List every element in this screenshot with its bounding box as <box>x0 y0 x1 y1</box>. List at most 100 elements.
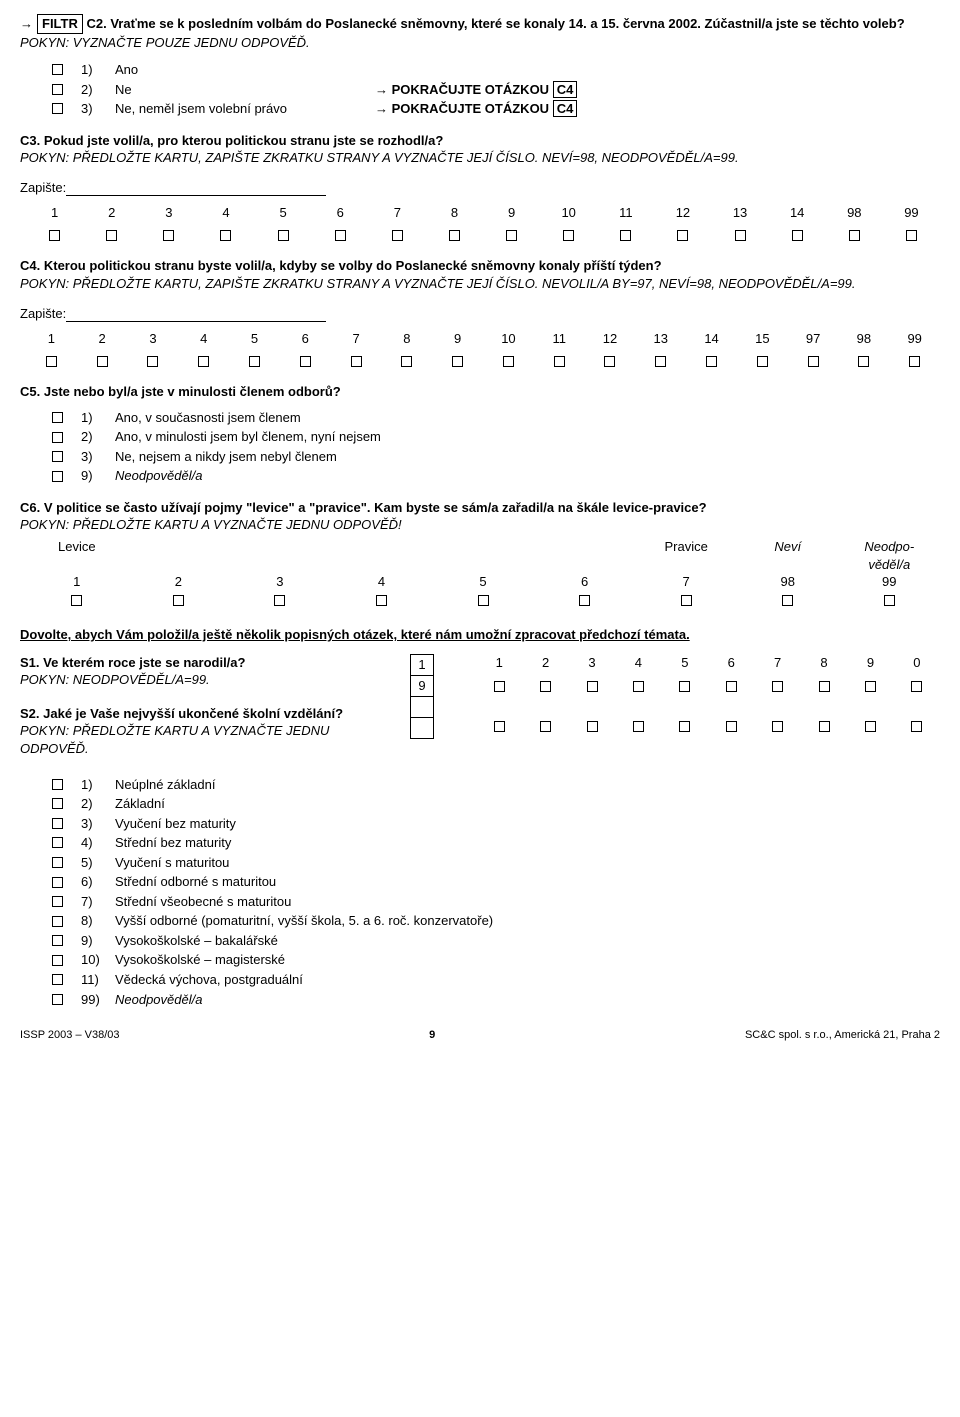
checkbox-icon[interactable] <box>819 681 830 692</box>
digit-checkbox-cell <box>894 717 940 735</box>
checkbox-icon[interactable] <box>503 356 514 367</box>
checkbox-icon[interactable] <box>52 857 63 868</box>
checkbox-icon[interactable] <box>563 230 574 241</box>
checkbox-icon[interactable] <box>52 412 63 423</box>
digit-checkbox-cell <box>522 677 568 695</box>
checkbox-icon[interactable] <box>587 681 598 692</box>
checkbox-icon[interactable] <box>300 356 311 367</box>
year-cell[interactable] <box>410 696 434 718</box>
checkbox-icon[interactable] <box>52 837 63 848</box>
opt-label: Vysokoškolské – magisterské <box>115 951 940 969</box>
checkbox-icon[interactable] <box>792 230 803 241</box>
checkbox-icon[interactable] <box>52 896 63 907</box>
checkbox-icon[interactable] <box>494 721 505 732</box>
checkbox-icon[interactable] <box>911 681 922 692</box>
checkbox-icon[interactable] <box>579 595 590 606</box>
checkbox-icon[interactable] <box>540 681 551 692</box>
checkbox-icon[interactable] <box>52 916 63 927</box>
checkbox-icon[interactable] <box>808 356 819 367</box>
checkbox-icon[interactable] <box>604 356 615 367</box>
checkbox-icon[interactable] <box>726 721 737 732</box>
checkbox-icon[interactable] <box>52 935 63 946</box>
checkbox-icon[interactable] <box>52 798 63 809</box>
checkbox-icon[interactable] <box>52 64 63 75</box>
checkbox-icon[interactable] <box>71 595 82 606</box>
year-cell[interactable]: 9 <box>410 675 434 697</box>
checkbox-icon[interactable] <box>52 103 63 114</box>
year-cell[interactable] <box>410 717 434 739</box>
scale-checkbox-cell <box>769 226 826 244</box>
checkbox-icon[interactable] <box>706 356 717 367</box>
checkbox-icon[interactable] <box>884 595 895 606</box>
checkbox-icon[interactable] <box>52 818 63 829</box>
checkbox-icon[interactable] <box>679 721 690 732</box>
checkbox-icon[interactable] <box>173 595 184 606</box>
scale-checkbox-cell <box>128 591 230 609</box>
checkbox-icon[interactable] <box>735 230 746 241</box>
c2-options: 1) Ano 2) Ne → POKRAČUJTE OTÁZKOU C4 3) … <box>20 61 940 118</box>
checkbox-icon[interactable] <box>849 230 860 241</box>
checkbox-icon[interactable] <box>677 230 688 241</box>
write-line[interactable] <box>66 195 326 196</box>
c5-options: 1)Ano, v současnosti jsem členem2)Ano, v… <box>20 409 940 485</box>
checkbox-icon[interactable] <box>147 356 158 367</box>
checkbox-icon[interactable] <box>52 955 63 966</box>
checkbox-icon[interactable] <box>772 681 783 692</box>
checkbox-icon[interactable] <box>494 681 505 692</box>
checkbox-icon[interactable] <box>106 230 117 241</box>
checkbox-icon[interactable] <box>554 356 565 367</box>
checkbox-icon[interactable] <box>782 595 793 606</box>
checkbox-icon[interactable] <box>52 877 63 888</box>
checkbox-icon[interactable] <box>52 974 63 985</box>
checkbox-icon[interactable] <box>452 356 463 367</box>
checkbox-icon[interactable] <box>220 230 231 241</box>
opt-num: 10) <box>81 951 115 969</box>
checkbox-icon[interactable] <box>906 230 917 241</box>
s2-option: 99)Neodpověděl/a <box>52 991 940 1009</box>
checkbox-icon[interactable] <box>52 432 63 443</box>
checkbox-icon[interactable] <box>633 721 644 732</box>
checkbox-icon[interactable] <box>772 721 783 732</box>
checkbox-icon[interactable] <box>506 230 517 241</box>
checkbox-icon[interactable] <box>52 779 63 790</box>
checkbox-icon[interactable] <box>540 721 551 732</box>
checkbox-icon[interactable] <box>376 595 387 606</box>
checkbox-icon[interactable] <box>726 681 737 692</box>
checkbox-icon[interactable] <box>278 230 289 241</box>
checkbox-icon[interactable] <box>351 356 362 367</box>
checkbox-icon[interactable] <box>249 356 260 367</box>
checkbox-icon[interactable] <box>163 230 174 241</box>
checkbox-icon[interactable] <box>911 721 922 732</box>
scale-number: 8 <box>426 204 483 222</box>
checkbox-icon[interactable] <box>392 230 403 241</box>
checkbox-icon[interactable] <box>819 721 830 732</box>
write-line[interactable] <box>66 321 326 322</box>
checkbox-icon[interactable] <box>909 356 920 367</box>
checkbox-icon[interactable] <box>274 595 285 606</box>
checkbox-icon[interactable] <box>52 84 63 95</box>
scale-number: 6 <box>280 330 331 348</box>
checkbox-icon[interactable] <box>52 994 63 1005</box>
checkbox-icon[interactable] <box>587 721 598 732</box>
checkbox-icon[interactable] <box>52 471 63 482</box>
checkbox-icon[interactable] <box>401 356 412 367</box>
checkbox-icon[interactable] <box>633 681 644 692</box>
checkbox-icon[interactable] <box>335 230 346 241</box>
checkbox-icon[interactable] <box>679 681 690 692</box>
checkbox-icon[interactable] <box>620 230 631 241</box>
checkbox-icon[interactable] <box>681 595 692 606</box>
checkbox-icon[interactable] <box>478 595 489 606</box>
checkbox-icon[interactable] <box>655 356 666 367</box>
checkbox-icon[interactable] <box>865 721 876 732</box>
checkbox-icon[interactable] <box>198 356 209 367</box>
opt-num: 1) <box>81 776 115 794</box>
checkbox-icon[interactable] <box>52 451 63 462</box>
checkbox-icon[interactable] <box>865 681 876 692</box>
checkbox-icon[interactable] <box>49 230 60 241</box>
checkbox-icon[interactable] <box>449 230 460 241</box>
year-cell[interactable]: 1 <box>410 654 434 676</box>
checkbox-icon[interactable] <box>858 356 869 367</box>
checkbox-icon[interactable] <box>97 356 108 367</box>
checkbox-icon[interactable] <box>46 356 57 367</box>
checkbox-icon[interactable] <box>757 356 768 367</box>
